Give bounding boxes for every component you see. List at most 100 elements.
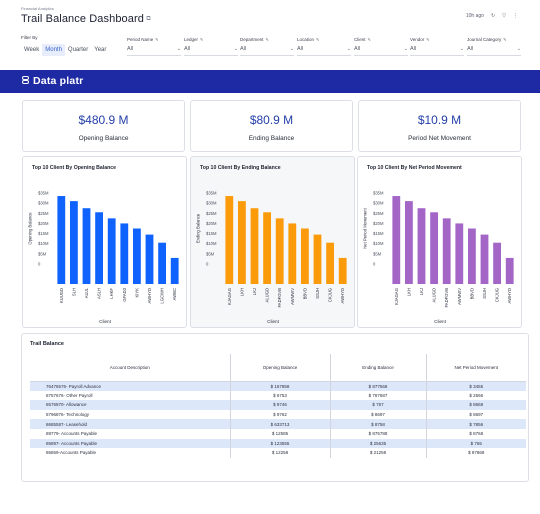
table-row[interactable]: 86897- Accounts Payable $ 123555 $ 25635 $ … [30,438,526,449]
filter-select[interactable]: All ⌄ [240,46,294,56]
filter-department[interactable]: Department ✎ All ⌄ [240,37,294,56]
bar [263,212,272,284]
column-header[interactable]: Account Description [30,354,231,382]
column-header[interactable]: Ending Balance [330,354,427,382]
filter-value: All [184,46,191,52]
bar-chart-ending: $35M $30M $25M $20M $15M $10M $5M 0 Ending Balan… [196,191,347,324]
chart-card-opening: Top 10 Client By Opening Balance $35M $30… [22,156,187,328]
bar [57,196,66,284]
y-tick-label: $25M [373,211,384,216]
y-axis-title: Opening Balance [28,212,33,245]
edit-icon[interactable]: ✎ [367,37,371,42]
x-tick-label: SSJH [315,288,320,299]
kpi-label: Period Net Movement [408,135,471,142]
table-row[interactable]: 8796876- Technology $ 9762 $ 8697 $ 8697 [30,409,526,420]
table-row[interactable]: 8576870- Allowance $ 9746 $ 757 $ 8668 [30,400,526,410]
amount-cell: $ 6753 [230,390,331,401]
period-quarter[interactable]: Quarter [67,47,89,53]
filter-select[interactable]: All ⌄ [354,46,408,56]
period-month[interactable]: Month [42,44,65,56]
x-tick-label: AUJL [84,287,89,298]
chevron-down-icon: ⌄ [516,46,521,52]
y-tick-label: $35M [38,191,49,196]
bar [338,257,347,284]
clipboard-icon[interactable]: ⧉ [146,16,151,22]
x-tick-label: CKJUG [328,288,333,302]
title-actions: ♡ ⧉ [137,16,151,22]
edit-icon[interactable]: ✎ [265,37,269,42]
filter-value: All [467,46,474,52]
account-description-cell: 86897- Accounts Payable [30,438,231,449]
amount-cell: $ 765 [426,438,526,449]
y-tick-label: $30M [206,201,217,206]
x-tick-label: KJAGAG [394,288,399,305]
heart-icon[interactable]: ♡ [137,16,143,22]
y-axis-title: Net Period Movement [363,207,368,248]
y-tick-label: $15M [206,231,217,236]
bar [237,201,246,284]
y-tick-label: $5M [38,251,47,256]
table-row[interactable]: 8685587- Leasehold $ 633713 $ 8758 $ 7856 [30,419,526,429]
chart-title: Top 10 Client By Opening Balance [32,165,117,171]
breadcrumb[interactable]: Financial Analytics [21,6,54,11]
page-title: Trail Balance Dashboard [21,13,144,25]
filter-period-name[interactable]: Period Name ✎ All ⌄ [127,37,181,56]
filter-journal-category[interactable]: Journal Category ✎ All ⌄ [467,37,521,56]
filter-label: Ledger [184,37,199,42]
bar [288,223,297,284]
table-row[interactable]: 88779- Accounts Payable $ 12585 $ 875788 $ … [30,428,526,439]
amount-cell: $ 9746 [230,400,331,410]
bar [82,208,91,284]
filter-select[interactable]: All ⌄ [297,46,351,56]
table-row[interactable]: 76476576- Payroll Advance $ 157858 $ 87756… [30,381,526,391]
edit-icon[interactable]: ✎ [155,37,159,42]
more-options-icon[interactable]: ⋮ [513,13,518,19]
y-tick-label: $10M [206,241,217,246]
amount-cell: $ 7856 [426,419,526,429]
bar [326,242,335,284]
table-row[interactable]: 86859-Accounts Payable $ 12258 $ 21258 $ 87… [30,448,526,458]
filter-location[interactable]: Location ✎ All ⌄ [297,37,351,56]
chevron-down-icon: ⌄ [459,46,464,52]
filter-client[interactable]: Client ✎ All ⌄ [354,37,408,56]
table-row[interactable]: 8757676- Other Payroll $ 6753 $ 787687 $ 25… [30,390,526,401]
amount-cell: $ 9762 [230,409,331,420]
bar [95,212,104,284]
brand-logo[interactable]: Data platr [22,75,83,87]
edit-icon[interactable]: ✎ [316,37,320,42]
brand-bar: Data platr [0,70,540,93]
edit-icon[interactable]: ✎ [426,37,430,42]
filter-select[interactable]: All ⌄ [410,46,464,56]
bar [158,242,167,284]
refresh-icon[interactable]: ↻ [490,13,496,19]
y-tick-label: $10M [373,241,384,246]
filter-by-label: Filter By [21,35,38,40]
period-year[interactable]: Year [94,47,107,53]
x-tick-label: LKH [406,288,411,296]
period-toggle: Week Month Quarter Year [21,44,109,56]
filter-ledger[interactable]: Ledger ✎ All ⌄ [184,37,238,56]
filter-select[interactable]: All ⌄ [184,46,238,56]
x-tick-label: FADFGVB [444,288,449,308]
filter-vendor[interactable]: Vendor ✎ All ⌄ [410,37,464,56]
column-header[interactable]: Net Period Movement [426,354,526,382]
edit-icon[interactable]: ✎ [503,37,507,42]
chevron-down-icon: ⌄ [233,46,238,52]
y-tick-label: $5M [373,251,382,256]
amount-cell: $ 8768 [469,431,484,437]
column-header[interactable]: Opening Balance [230,354,331,382]
period-week[interactable]: Week [24,47,40,53]
amount-cell: $ 21258 [330,448,427,458]
filter-select[interactable]: All ⌄ [467,46,521,56]
edit-icon[interactable]: ✎ [200,37,204,42]
last-updated-text: 10h ago [465,13,484,19]
kpi-value: $10.9 M [417,113,462,127]
chart-title: Top 10 Client By Net Period Movement [367,165,462,171]
chevron-down-icon: ⌄ [403,46,408,52]
filter-icon[interactable]: ▽ [502,13,506,19]
chart-card-ending: Top 10 Client By Ending Balance $35M $30M… [190,156,355,328]
filter-select[interactable]: All ⌄ [127,46,181,56]
amount-cell: $ 8697 [330,409,427,420]
x-axis-title: Client [434,319,446,324]
x-tick-label: KIYK [134,288,139,298]
